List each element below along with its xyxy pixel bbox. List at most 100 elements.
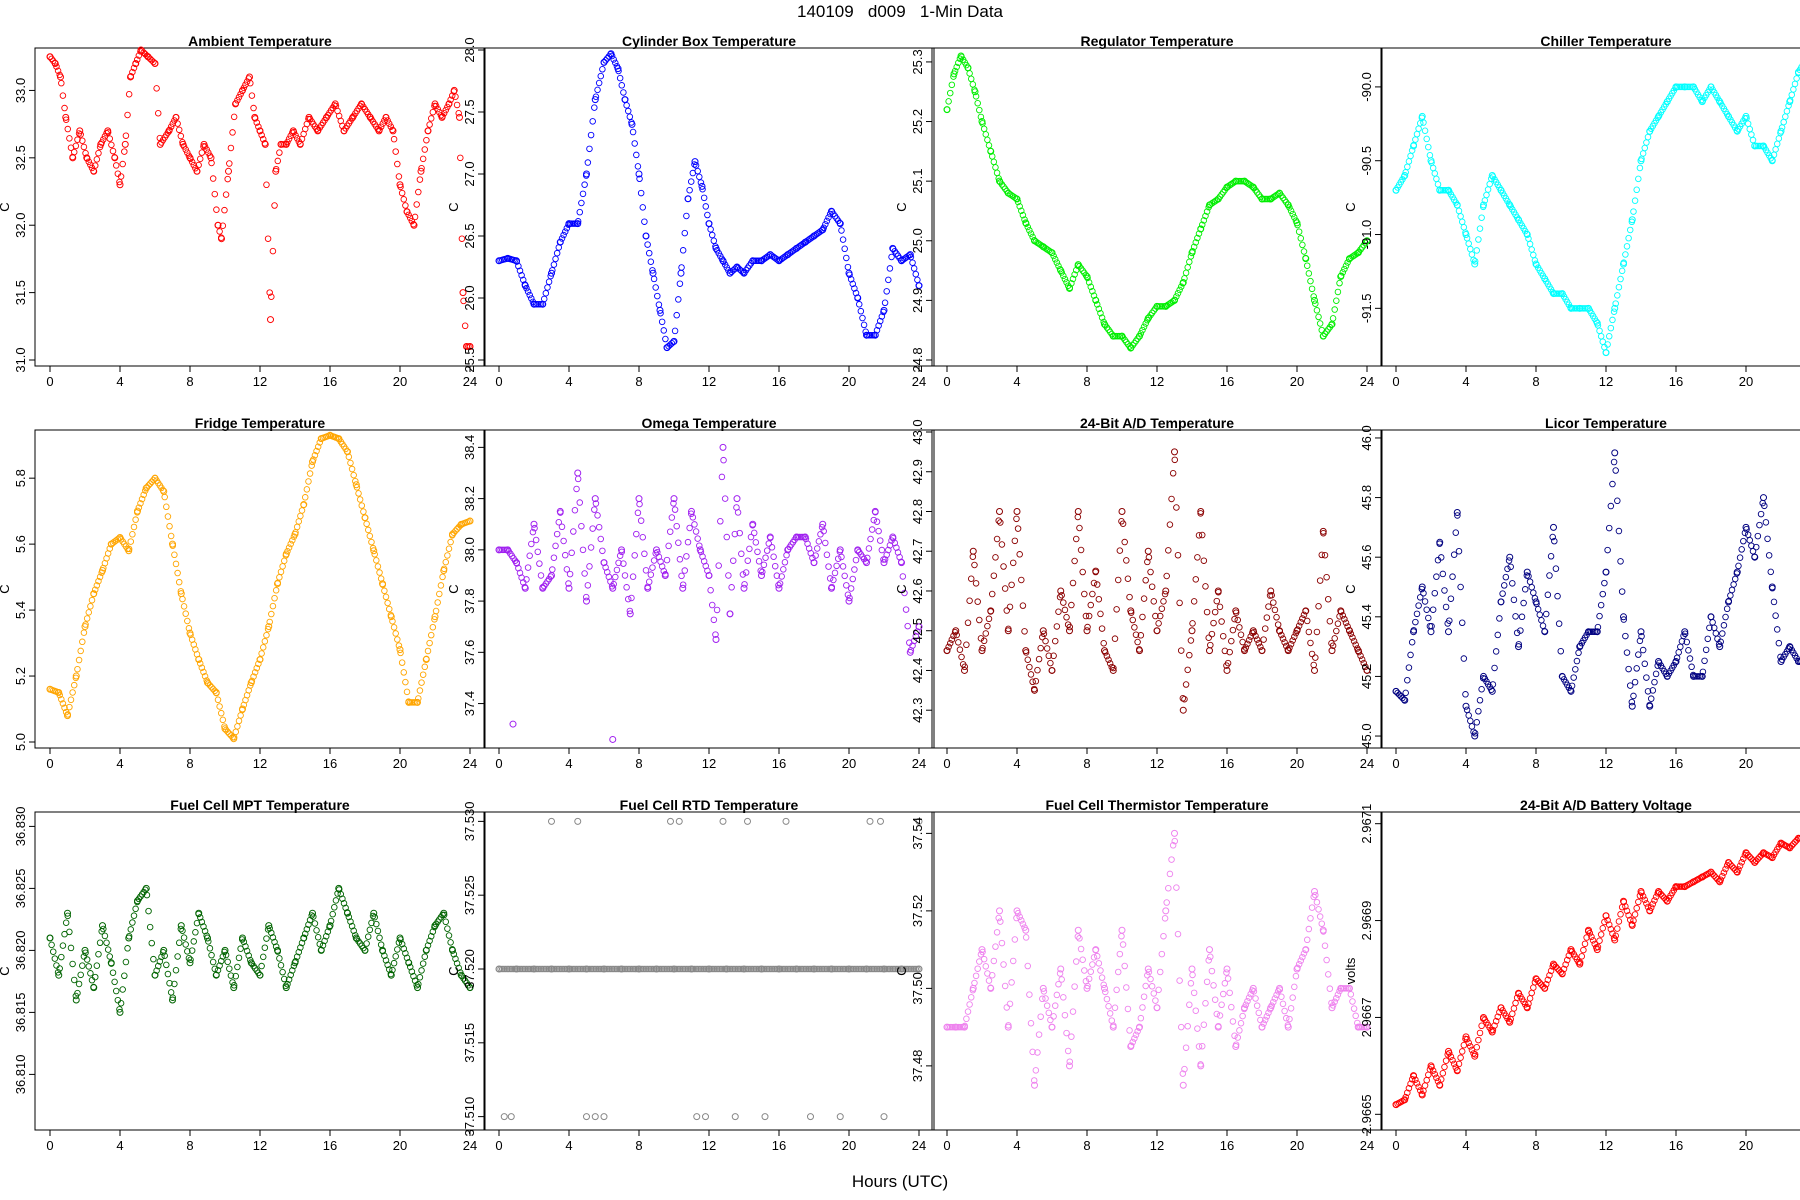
trace-point — [1050, 252, 1057, 260]
y-tick-label: 37.54 — [910, 817, 925, 850]
trace-point — [72, 142, 80, 150]
data-point — [677, 269, 685, 277]
trace-point — [1394, 689, 1401, 697]
data-point — [151, 59, 159, 67]
trace-point — [1195, 532, 1203, 539]
trace-point — [1610, 308, 1618, 315]
trace-point — [1643, 674, 1650, 681]
trace-point — [1494, 631, 1502, 639]
trace-point — [1552, 565, 1560, 572]
trace-point — [1066, 1058, 1074, 1065]
trace-point — [618, 82, 626, 89]
data-point — [256, 127, 264, 135]
trace-point — [1475, 708, 1482, 715]
data-point — [1628, 216, 1636, 224]
trace-point — [773, 572, 781, 579]
data-point — [466, 984, 474, 992]
trace-point — [841, 572, 848, 580]
trace-point — [1612, 300, 1619, 307]
trace-point — [402, 678, 409, 686]
trace-point — [579, 546, 587, 554]
trace-point — [1016, 203, 1023, 210]
y-tick-label: 25.1 — [910, 168, 925, 193]
data-point — [1118, 332, 1126, 340]
trace-point — [253, 664, 261, 672]
trace-point — [389, 617, 396, 625]
trace-point — [1530, 251, 1537, 259]
trace-point — [1505, 1017, 1513, 1025]
data-point — [1786, 844, 1794, 852]
data-point — [1620, 613, 1627, 621]
trace-point — [1446, 617, 1453, 624]
trace-point — [839, 563, 847, 570]
data-point — [943, 106, 951, 114]
trace-point — [699, 186, 706, 193]
trace-point — [988, 590, 996, 598]
x-tick-label: 4 — [1462, 756, 1469, 771]
trace-point — [626, 113, 634, 121]
trace-point — [985, 977, 993, 984]
data-point — [548, 571, 555, 579]
trace-point — [182, 941, 189, 948]
trace-point — [376, 934, 383, 942]
y-tick-label: -90.0 — [1359, 72, 1374, 102]
trace-point — [1744, 851, 1752, 859]
data-point — [1795, 658, 1800, 666]
trace-point — [773, 256, 781, 263]
trace-point — [1425, 614, 1432, 622]
data-point — [1162, 302, 1170, 310]
trace-point — [1040, 988, 1048, 995]
trace-point — [1051, 637, 1059, 645]
trace-point — [691, 521, 698, 528]
trace-point — [129, 919, 136, 926]
trace-point — [1061, 1011, 1069, 1019]
trace-point — [972, 93, 980, 100]
trace-point — [867, 535, 874, 543]
x-tick-label: 20 — [1739, 1138, 1753, 1153]
data-point — [403, 208, 411, 216]
trace-point — [1612, 932, 1619, 940]
trace-point — [305, 921, 312, 928]
trace-point — [980, 125, 988, 133]
trace-point — [1331, 635, 1338, 642]
trace-point — [1656, 889, 1663, 896]
data-point — [1031, 1081, 1038, 1089]
data-point — [530, 520, 538, 528]
trace-point — [524, 564, 532, 571]
trace-point — [418, 967, 425, 974]
data-point — [719, 817, 727, 825]
trace-point — [95, 149, 102, 157]
trace-point — [707, 587, 714, 594]
trace-point — [398, 189, 406, 197]
trace-point — [1129, 616, 1137, 624]
trace-point — [1161, 590, 1169, 598]
trace-point — [196, 660, 204, 667]
trace-point — [429, 623, 437, 631]
x-tick-label: 20 — [1290, 374, 1304, 389]
series-trace — [495, 965, 923, 973]
data-point — [712, 636, 720, 644]
data-point — [1337, 273, 1345, 281]
trace-point — [1509, 580, 1516, 587]
x-tick-label: 20 — [1739, 756, 1753, 771]
trace-point — [1202, 212, 1209, 220]
trace-point — [1155, 986, 1162, 994]
series-trace — [46, 886, 474, 1013]
trace-point — [1039, 242, 1046, 250]
trace-point — [1202, 583, 1209, 590]
trace-point — [70, 681, 78, 689]
trace-point — [1189, 620, 1196, 627]
trace-point — [83, 956, 91, 963]
data-point — [422, 656, 430, 664]
trace-point — [418, 679, 425, 686]
y-tick-label: -91.5 — [1359, 294, 1374, 324]
trace-point — [687, 178, 695, 185]
data-point — [1153, 302, 1161, 310]
y-tick-label: 37.4 — [462, 691, 477, 716]
trace-point — [864, 554, 871, 562]
trace-point — [371, 913, 378, 921]
y-tick-label: 27.5 — [462, 99, 477, 124]
trace-point — [839, 236, 847, 243]
y-tick-label: 2.9667 — [1359, 998, 1374, 1038]
